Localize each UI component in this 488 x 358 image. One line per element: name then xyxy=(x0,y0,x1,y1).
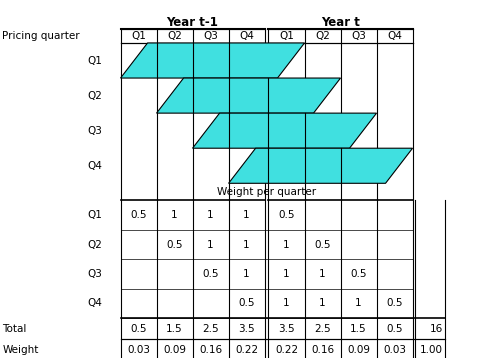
Text: Q1: Q1 xyxy=(131,31,146,41)
Text: 1: 1 xyxy=(283,240,290,250)
Text: Q1: Q1 xyxy=(88,210,102,220)
Text: 0.03: 0.03 xyxy=(383,345,406,355)
Polygon shape xyxy=(157,78,341,113)
Text: 0.5: 0.5 xyxy=(130,210,147,220)
Text: 0.5: 0.5 xyxy=(386,324,403,334)
Polygon shape xyxy=(228,148,412,183)
Text: Q3: Q3 xyxy=(88,126,102,136)
Text: 1: 1 xyxy=(319,298,326,308)
Text: Weight per quarter: Weight per quarter xyxy=(217,187,316,197)
Polygon shape xyxy=(193,113,377,148)
Text: Q4: Q4 xyxy=(387,31,402,41)
Text: Weight: Weight xyxy=(2,345,39,355)
Text: 1.00: 1.00 xyxy=(420,345,443,355)
Text: Pricing quarter: Pricing quarter xyxy=(2,31,80,41)
Text: 0.5: 0.5 xyxy=(203,269,219,279)
Text: 1: 1 xyxy=(244,269,250,279)
Text: 2.5: 2.5 xyxy=(202,324,219,334)
Text: 3.5: 3.5 xyxy=(278,324,295,334)
Text: Q1: Q1 xyxy=(279,31,294,41)
Polygon shape xyxy=(121,43,305,78)
Text: Q2: Q2 xyxy=(88,240,102,250)
Text: 1: 1 xyxy=(283,269,290,279)
Text: 1: 1 xyxy=(244,240,250,250)
Text: 0.22: 0.22 xyxy=(275,345,298,355)
Text: Q2: Q2 xyxy=(88,91,102,101)
Text: 0.09: 0.09 xyxy=(347,345,370,355)
Text: 1: 1 xyxy=(283,298,290,308)
Text: Q2: Q2 xyxy=(315,31,330,41)
Text: 1: 1 xyxy=(244,210,250,220)
Text: 16: 16 xyxy=(429,324,443,334)
Text: 0.5: 0.5 xyxy=(314,240,331,250)
Text: 3.5: 3.5 xyxy=(238,324,255,334)
Text: Q3: Q3 xyxy=(88,269,102,279)
Text: Total: Total xyxy=(2,324,27,334)
Text: Q4: Q4 xyxy=(239,31,254,41)
Text: 0.16: 0.16 xyxy=(199,345,222,355)
Text: 1: 1 xyxy=(171,210,178,220)
Text: 0.03: 0.03 xyxy=(127,345,150,355)
Text: Q3: Q3 xyxy=(351,31,366,41)
Text: Q1: Q1 xyxy=(88,55,102,66)
Text: 0.5: 0.5 xyxy=(166,240,183,250)
Text: Q4: Q4 xyxy=(88,161,102,171)
Text: 1.5: 1.5 xyxy=(350,324,367,334)
Text: 1: 1 xyxy=(355,298,362,308)
Text: Q2: Q2 xyxy=(167,31,182,41)
Text: 0.5: 0.5 xyxy=(238,298,255,308)
Text: Q4: Q4 xyxy=(88,298,102,308)
Text: 1.5: 1.5 xyxy=(166,324,183,334)
Text: 0.16: 0.16 xyxy=(311,345,334,355)
Text: 2.5: 2.5 xyxy=(314,324,331,334)
Text: 1: 1 xyxy=(319,269,326,279)
Text: Year t: Year t xyxy=(321,16,360,29)
Text: Q3: Q3 xyxy=(203,31,218,41)
Text: 0.09: 0.09 xyxy=(163,345,186,355)
Text: 0.5: 0.5 xyxy=(130,324,147,334)
Text: 1: 1 xyxy=(207,210,214,220)
Text: 0.5: 0.5 xyxy=(350,269,367,279)
Text: Year t-1: Year t-1 xyxy=(166,16,219,29)
Text: 1: 1 xyxy=(207,240,214,250)
Text: 0.5: 0.5 xyxy=(386,298,403,308)
Text: 0.22: 0.22 xyxy=(235,345,258,355)
Text: 0.5: 0.5 xyxy=(278,210,295,220)
